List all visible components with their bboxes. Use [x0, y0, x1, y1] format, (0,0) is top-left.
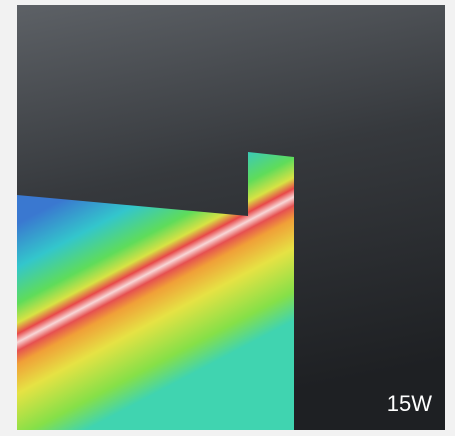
power-label: 15W: [387, 391, 432, 416]
heatmap-shape: [17, 152, 294, 430]
